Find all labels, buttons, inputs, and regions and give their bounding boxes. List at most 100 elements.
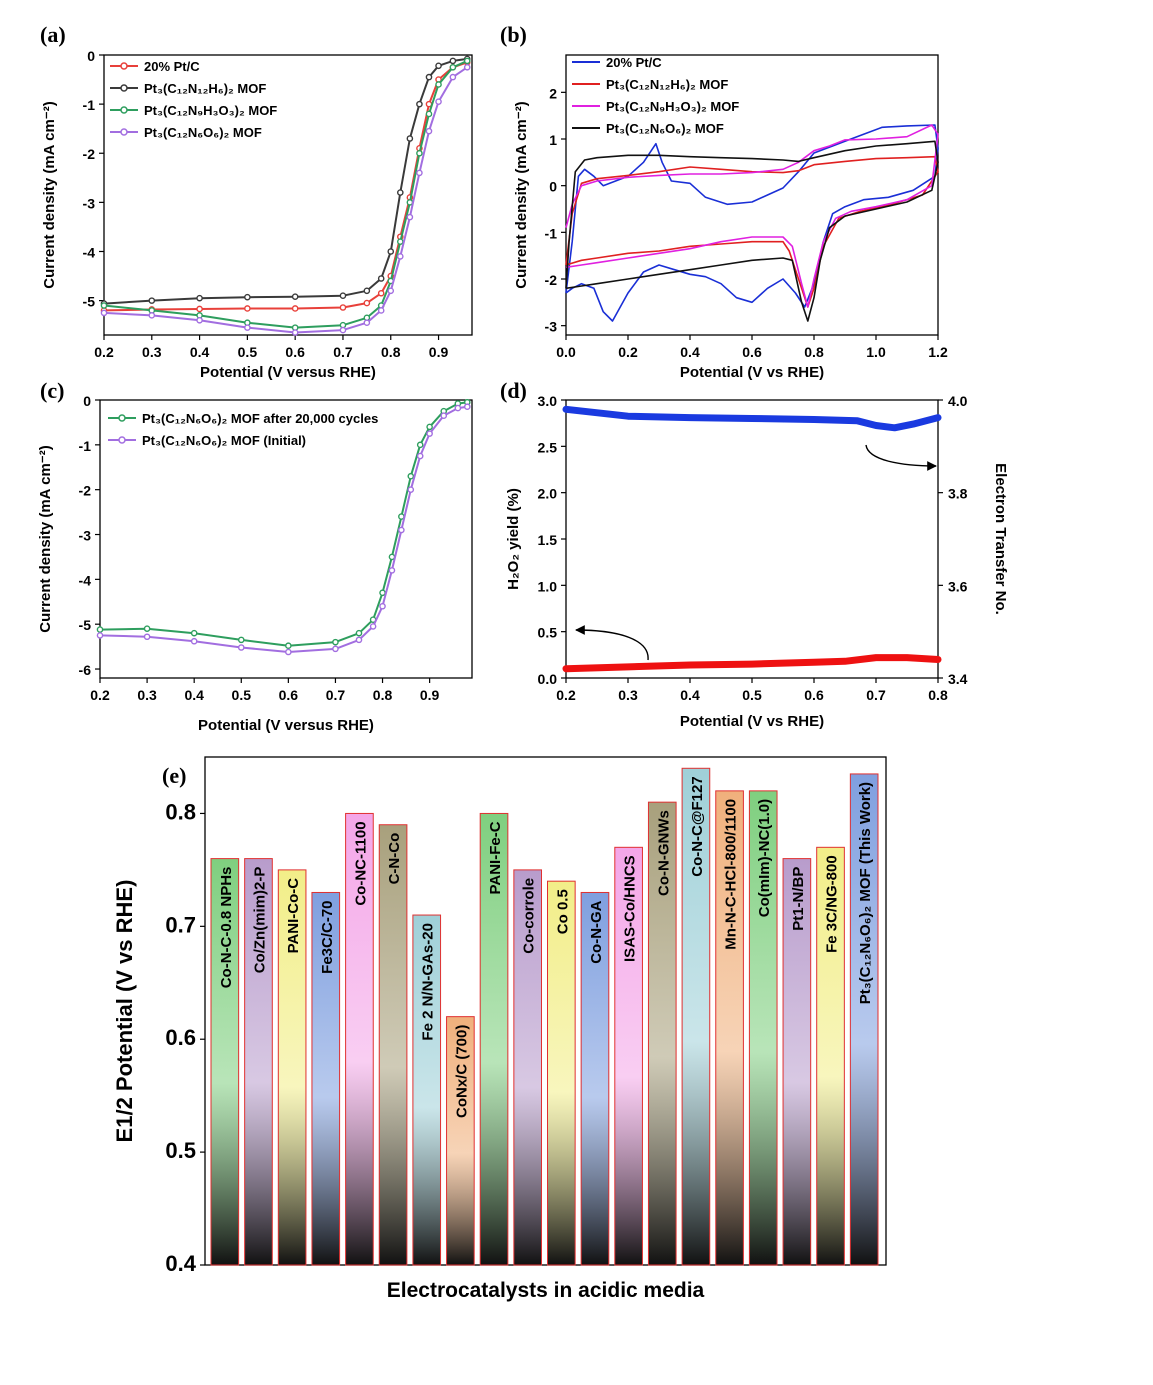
x-axis-title: Potential (V versus RHE) <box>198 717 374 734</box>
y-tick-label: -2 <box>83 146 96 162</box>
x-axis-title: Electrocatalysts in acidic media <box>387 1279 705 1302</box>
bar-label: PANI-Co-C <box>285 878 302 954</box>
series-point-1 <box>435 62 442 70</box>
series-point-3 <box>425 127 433 135</box>
series-point-1 <box>449 57 457 65</box>
y-tick-label: -4 <box>79 572 92 588</box>
y-axis-title: E1/2 Potential (V vs RHE) <box>112 880 137 1143</box>
y-axis-title: H₂O₂ yield (%) <box>505 488 522 590</box>
series-point-1 <box>285 648 292 656</box>
series-point-0 <box>426 423 433 431</box>
y-right-tick-label: 3.4 <box>948 671 968 687</box>
y-tick-label: 3.0 <box>538 393 558 409</box>
plot-frame <box>565 399 939 679</box>
legend-label: Pt₃(C₁₂N₆O₆)₂ MOF (Initial) <box>142 433 306 448</box>
x-tick-label: 0.2 <box>94 344 114 360</box>
series-point-3 <box>291 329 299 336</box>
y-right-tick-label: 4.0 <box>948 393 968 409</box>
series-point-3 <box>148 312 156 319</box>
series-point-0 <box>363 299 371 307</box>
x-tick-label: 0.4 <box>184 687 204 703</box>
bar <box>681 767 711 1266</box>
panel-label: (d) <box>500 378 527 403</box>
x-tick-label: 0.7 <box>333 344 353 360</box>
bar <box>513 869 542 1266</box>
series-point-1 <box>332 645 339 653</box>
legend-label: Pt₃(C₁₂N₉H₃O₃)₂ MOF <box>144 103 277 118</box>
series-point-0 <box>244 305 251 312</box>
series-point-1 <box>463 403 471 411</box>
bar <box>378 824 408 1266</box>
series-point-0 <box>339 304 347 311</box>
bar-label: ISAS-Co/HNCS <box>622 855 639 962</box>
y-tick-label: 2.5 <box>538 439 558 455</box>
y-tick-label: 0.4 <box>165 1251 196 1276</box>
series-point-1 <box>148 297 156 304</box>
y-tick-label: 0 <box>549 179 557 195</box>
series-point-1 <box>398 526 405 534</box>
series-point-0 <box>190 629 198 637</box>
bar <box>244 858 273 1266</box>
x-axis-title: Potential (V versus RHE) <box>200 364 376 381</box>
bar <box>647 801 677 1266</box>
series-line-2 <box>103 59 468 329</box>
x-tick-label: 0.3 <box>137 687 157 703</box>
series-point-1 <box>425 73 433 81</box>
y-tick-label: -1 <box>79 438 92 454</box>
x-tick-label: 0.4 <box>680 344 700 360</box>
y-axis-title: Current density (mA cm⁻²) <box>41 101 58 288</box>
series-point-3 <box>416 169 423 177</box>
y-tick-label: -1 <box>83 97 96 113</box>
bar-label: Co-N-GA <box>588 900 605 963</box>
x-tick-label: 0.6 <box>804 687 824 703</box>
y-tick-label: 0 <box>83 393 91 409</box>
series-point-2 <box>425 110 433 118</box>
y-tick-label: 1.0 <box>538 578 558 594</box>
series-point-2 <box>397 238 404 245</box>
series-point-0 <box>285 642 292 650</box>
panel-e: (e) 0.4 0.5 0.6 0.7 0.8 Electrocatalysts in ac… <box>112 756 887 1302</box>
series-point-1 <box>407 486 415 493</box>
panel-d: (d) 0.2 0.3 0.4 0.5 0.6 0.7 0.8 0.0 0.5 1.0 1.5 2.0 2… <box>500 378 1009 730</box>
series-point-1 <box>379 602 386 610</box>
x-tick-label: 0.2 <box>90 687 110 703</box>
series-point-3 <box>449 73 457 81</box>
y-tick-label: -4 <box>83 244 96 260</box>
series-line-1 <box>103 57 468 305</box>
x-tick-label: 0.4 <box>680 687 700 703</box>
bar-label: Mn-N-C-HCl-800/1100 <box>723 799 740 950</box>
x-tick-label: 0.3 <box>142 344 162 360</box>
bar-label: PANI-Fe-C <box>487 821 504 894</box>
bar <box>614 846 643 1266</box>
legend-label: Pt₃(C₁₂N₆O₆)₂ MOF <box>606 121 724 136</box>
series-point-0 <box>416 441 424 449</box>
series-point-3 <box>244 324 251 331</box>
series-point-0 <box>355 629 363 637</box>
series-point-3 <box>435 98 442 105</box>
bar-label: Co/Zn(mim)2-P <box>251 867 268 974</box>
series-line-0 <box>103 61 468 312</box>
series-point-1 <box>190 637 198 645</box>
series-point-1 <box>196 294 203 302</box>
series-point-1 <box>143 633 151 641</box>
series-point-1 <box>369 623 377 630</box>
x-tick-label: 0.8 <box>804 344 824 360</box>
x-tick-label: 0.9 <box>420 687 440 703</box>
bar <box>210 858 240 1266</box>
x-tick-label: 0.4 <box>190 344 210 360</box>
bar <box>782 858 812 1266</box>
y-tick-label: 0.0 <box>538 671 558 687</box>
y-tick-label: 0.5 <box>538 625 558 641</box>
series-point-0 <box>196 305 203 313</box>
y-tick-label: 0.6 <box>165 1025 196 1050</box>
y-axis-title: Current density (mA cm⁻²) <box>513 101 530 288</box>
series-point-1 <box>440 412 448 419</box>
series-point-3 <box>397 253 404 260</box>
x-tick-label: 0.8 <box>373 687 393 703</box>
series-point-1 <box>339 292 347 300</box>
x-tick-label: 0.6 <box>285 344 305 360</box>
y-right-tick-label: 3.6 <box>948 578 968 594</box>
legend-marker <box>118 414 126 422</box>
legend-label: Pt₃(C₁₂N₁₂H₆)₂ MOF <box>144 81 266 96</box>
series-point-3 <box>363 319 371 327</box>
